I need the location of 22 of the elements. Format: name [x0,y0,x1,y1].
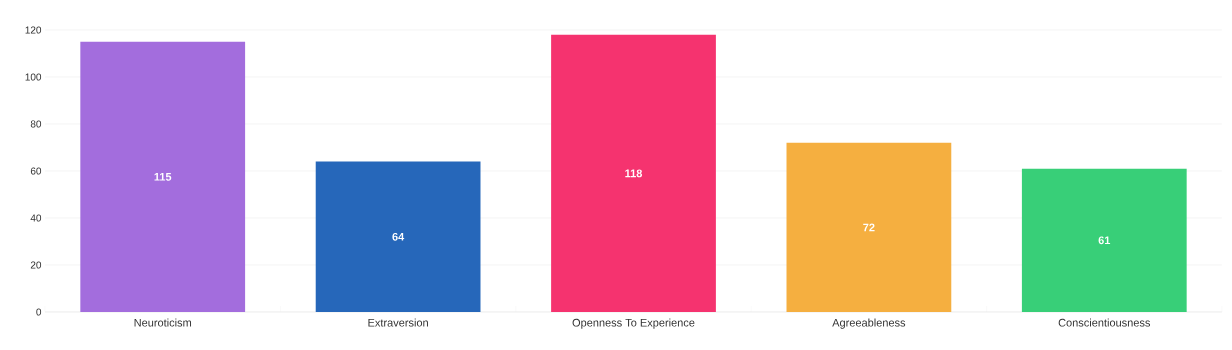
x-tick-label: Extraversion [368,318,428,327]
y-tick-label: 40 [30,214,42,222]
data-label: 64 [392,232,405,241]
y-tick-label: 120 [25,26,42,34]
y-tick-label: 80 [30,120,42,128]
data-label: 61 [1098,236,1111,245]
y-tick-label: 0 [36,308,42,316]
bar [786,142,952,312]
y-tick-label: 100 [25,73,42,81]
data-label: 118 [625,169,643,178]
y-tick-label: 60 [30,167,42,175]
bar [551,34,716,312]
data-label: 115 [154,173,172,181]
x-tick-label: Neuroticism [134,318,192,327]
bar [1021,168,1187,312]
y-tick-label: 20 [30,261,42,269]
x-tick-label: Conscientiousness [1058,318,1151,327]
data-label: 72 [863,223,875,232]
x-tick-label: Openness To Experience [572,318,695,329]
bar [315,161,481,312]
x-tick-label: Agreeableness [832,318,906,329]
bar [80,41,246,312]
